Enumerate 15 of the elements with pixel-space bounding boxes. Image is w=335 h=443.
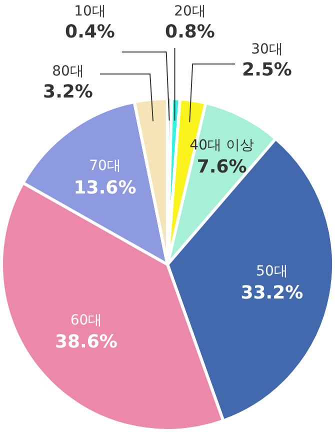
slice-label: 20대 <box>174 4 206 20</box>
data-label: 33.2% <box>240 282 304 304</box>
data-label: 0.4% <box>65 22 115 43</box>
slice-label: 80대 <box>52 64 84 80</box>
slice-label: 70대 <box>89 158 121 174</box>
data-label: 13.6% <box>74 177 136 198</box>
data-label: 38.6% <box>54 332 118 353</box>
slice-label: 10대 <box>74 4 106 20</box>
slice-label: 60대 <box>70 312 102 329</box>
data-label: 3.2% <box>43 82 93 103</box>
data-label: 7.6% <box>196 156 247 178</box>
data-label: 2.5% <box>242 60 292 81</box>
data-label: 0.8% <box>165 22 215 43</box>
slice-label: 30대 <box>251 42 283 58</box>
slice-label: 50대 <box>256 264 288 280</box>
